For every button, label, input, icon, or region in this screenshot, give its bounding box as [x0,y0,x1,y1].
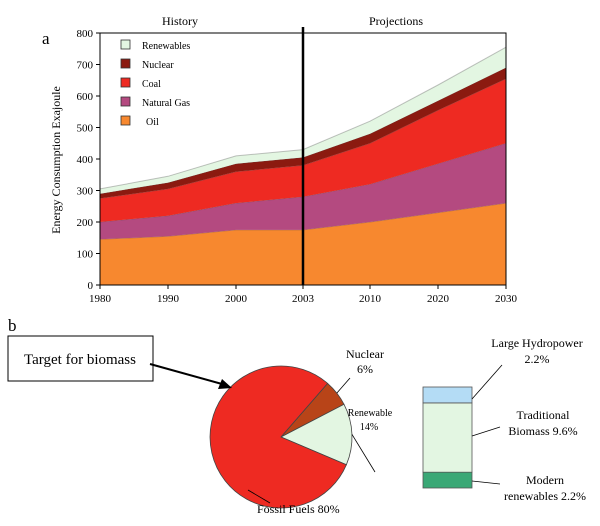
bar-leader-modern [471,480,501,485]
stacked-area-plot: 0 100 200 300 400 500 600 700 800 1980 1990 2000 200… [77,27,518,305]
legend-swatch-natural-gas [120,96,131,107]
x-tick-label: 2020 [427,293,450,305]
y-tick-label: 400 [77,154,94,166]
y-tick-label: 600 [77,91,94,103]
y-tick-label: 100 [77,249,94,261]
legend-swatch-renewables [120,39,131,50]
legend-swatch-oil [120,115,131,126]
bar-leader-traditional [471,426,501,437]
bar-label-traditional-line1: Traditional [517,408,571,422]
region-label-history: History [162,14,198,28]
x-tick-label: 2030 [495,293,518,305]
pie-leader-renewable [351,434,376,473]
pie-leader-nuclear [336,377,351,394]
panel-b-label: b [8,316,17,335]
y-tick-label: 200 [77,217,94,229]
y-tick-label: 500 [77,123,94,135]
legend: Renewables Nuclear Coal Natural Gas Oil [120,39,190,128]
y-tick-label: 700 [77,60,94,72]
bar-label-modern-line1: Modern [526,473,564,487]
legend-label-coal: Coal [142,79,161,90]
panel-a-label: a [42,29,50,48]
legend-label-nuclear: Nuclear [142,60,174,71]
callout-arrow-head [218,379,232,389]
pie-label-renewable-name: Renewable [348,408,393,419]
bar-label-modern-line2: renewables 2.2% [504,489,586,503]
callout-text: Target for biomass [24,352,136,368]
x-tick-label: 2010 [359,293,382,305]
legend-label-natural-gas: Natural Gas [142,98,190,109]
pie-leader-fossil [247,489,271,504]
y-tick-label: 800 [77,28,94,40]
region-label-projections: Projections [369,14,423,28]
y-tick-label: 300 [77,186,94,198]
stacked-bar-chart: Modern renewables 2.2% Traditional Biomass … [422,336,586,503]
x-tick-label: 2003 [292,293,315,305]
bar-segment-modern [422,471,473,489]
y-tick-label: 0 [88,280,94,292]
y-axis-label: Energy Consumption Exajoule [49,86,63,234]
bar-segment-large-hydropower [422,386,473,404]
pie-slice-fossil-fuels-80 [209,365,347,509]
legend-label-renewables: Renewables [142,41,190,52]
bar-label-large-hydropower-line2: 2.2% [525,352,550,366]
callout-box [7,335,154,382]
pie-slice-renewable [280,403,353,466]
area-natural-gas [100,143,506,240]
pie-label-renewable-value: 14% [360,422,378,433]
x-tick-label: 2000 [225,293,248,305]
pie-label-nuclear-value: 6% [357,362,373,376]
legend-swatch-nuclear [120,58,131,69]
pie-label-nuclear-name: Nuclear [346,347,384,361]
bar-leader-large-hydropower [471,364,503,400]
legend-label-oil: Oil [146,117,159,128]
bar-segment-traditional [422,402,473,473]
bar-label-large-hydropower-line1: Large Hydropower [491,336,582,350]
pie-label-fossil-fuels: Fossil Fuels 80% [257,502,340,516]
x-tick-label: 1980 [89,293,112,305]
bar-label-traditional-line2: Biomass 9.6% [508,424,577,438]
callout-arrow-line [149,363,223,385]
area-coal [100,78,506,222]
x-tick-label: 1990 [157,293,180,305]
legend-swatch-coal [120,77,131,88]
